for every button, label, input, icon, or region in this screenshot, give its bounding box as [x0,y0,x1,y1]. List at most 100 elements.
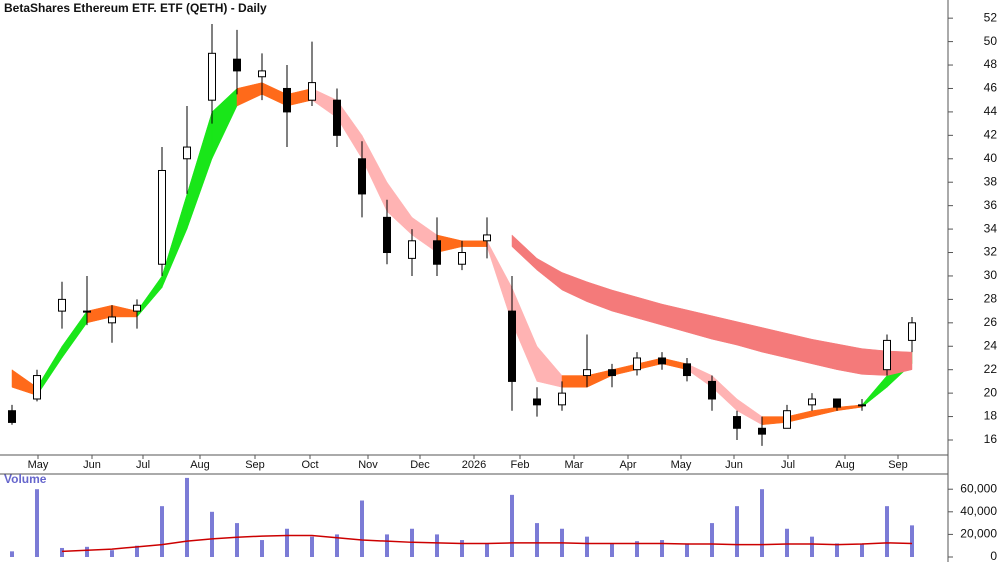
volume-bar [285,528,289,557]
y-tick-label: 18 [984,409,998,423]
volume-bar [335,534,339,557]
candle-body [483,234,491,242]
candle-body [833,398,841,408]
y-tick-label: 60,000 [960,481,997,495]
volume-bar [435,534,439,557]
candle-body [208,52,216,101]
x-tick-label: Mar [565,459,584,471]
volume-bar [135,545,139,557]
candle-body [908,322,916,341]
candle-body [533,398,541,406]
y-tick-label: 20,000 [960,527,997,541]
x-tick-label: Jul [136,459,150,471]
x-tick-label: Dec [410,459,430,471]
volume-bar [835,543,839,557]
y-tick-label: 48 [984,57,998,71]
candle-body [858,404,866,407]
volume-bar [235,523,239,557]
x-tick-label: Nov [358,459,378,471]
candle-body [558,392,566,406]
volume-bar [585,536,589,557]
volume-bar [610,543,614,557]
ribbon-segment [561,375,588,388]
y-tick-label: 50 [984,34,998,48]
y-tick-label: 46 [984,81,998,95]
y-tick-label: 34 [984,221,998,235]
volume-bar [210,511,214,557]
volume-bar [60,547,64,557]
y-tick-label: 32 [984,245,998,259]
chart-title: BetaShares Ethereum ETF. ETF (QETH) - Da… [4,1,267,15]
y-tick-label: 40,000 [960,504,997,518]
candle-body [883,339,891,371]
candle-body [633,357,641,371]
ribbon-segment [836,343,863,375]
candle-body [608,369,616,377]
volume-bar [810,536,814,557]
y-tick-label: 36 [984,198,998,212]
candle-body [408,240,416,259]
volume-bar [685,543,689,557]
y-tick-label: 38 [984,174,998,188]
volume-bar [310,536,314,557]
y-tick-label: 52 [984,10,998,24]
volume-bar [260,540,264,557]
candle-body [458,252,466,265]
candle-body [283,87,291,113]
candle-body [433,240,441,265]
y-tick-label: 40 [984,151,998,165]
y-tick-label: 24 [984,338,998,352]
volume-bar [510,494,514,557]
candle-body [808,398,816,406]
candle-body [508,310,516,382]
volume-bar [160,506,164,557]
x-tick-label: Aug [190,459,210,471]
volume-bar [635,541,639,557]
x-tick-label: Feb [511,459,530,471]
candle-body [183,146,191,160]
y-tick-label: 28 [984,292,998,306]
y-tick-label: 42 [984,128,998,142]
volume-bar [910,525,914,557]
candle-body [83,310,91,313]
candle-body [258,70,266,78]
y-tick-label: 30 [984,268,998,282]
volume-bar [185,477,189,557]
candle-body [8,410,16,423]
x-tick-label: Aug [835,459,855,471]
x-tick-label: Jun [725,459,743,471]
x-tick-label: Jul [781,459,795,471]
volume-bar [110,550,114,557]
candle-body [733,416,741,429]
y-tick-label: 0 [990,549,997,562]
volume-bar [535,523,539,557]
x-tick-label: Oct [301,459,318,471]
y-tick-label: 22 [984,362,998,376]
candle-body [33,375,41,400]
candle-body [708,380,716,400]
volume-bar [10,551,14,557]
volume-bar [360,500,364,557]
candle-body [683,363,691,377]
x-tick-label: 2026 [462,459,486,471]
y-tick-label: 44 [984,104,998,118]
volume-bar [485,543,489,557]
ribbon-segment [461,240,488,247]
volume-bar [860,543,864,557]
candle-body [583,369,591,377]
candle-body [658,357,666,365]
x-tick-label: Sep [245,459,265,471]
x-tick-label: May [28,459,49,471]
candle-body [758,427,766,435]
volume-bar [710,523,714,557]
x-tick-label: Apr [619,459,636,471]
candle-body [158,169,166,265]
candle-body [233,58,241,72]
y-tick-label: 26 [984,315,998,329]
volume-bar [760,489,764,557]
volume-bar [785,528,789,557]
volume-bar [735,506,739,557]
volume-bar [660,540,664,557]
volume-bar [385,534,389,557]
volume-bar [35,489,39,557]
